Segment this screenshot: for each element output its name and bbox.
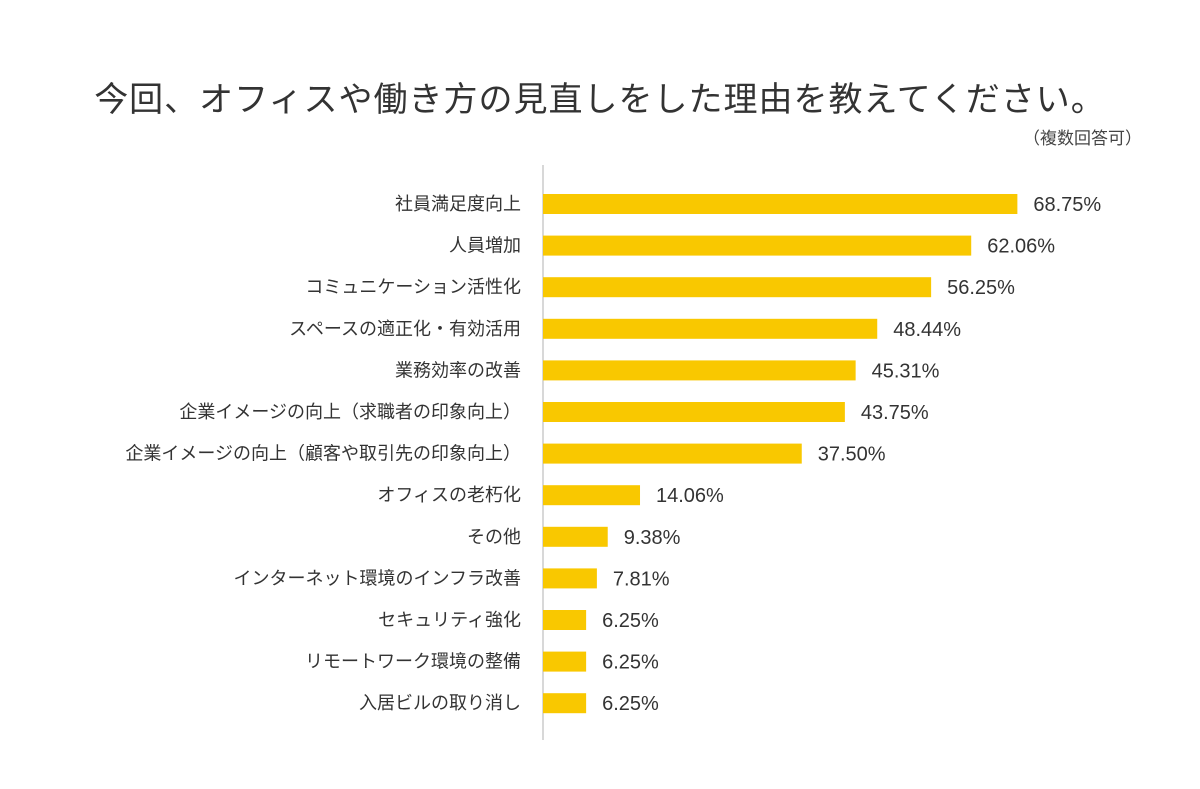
bar: [543, 402, 845, 422]
category-label: オフィスの老朽化: [377, 485, 521, 506]
bar: [543, 651, 587, 672]
category-label: スペースの適正化・有効活用: [289, 319, 521, 340]
value-label: 6.25%: [602, 652, 659, 674]
category-label: 入居ビルの取り消し: [359, 693, 521, 714]
value-label: 68.75%: [1033, 194, 1101, 216]
value-label: 62.06%: [987, 236, 1055, 258]
category-label: 人員増加: [449, 236, 521, 257]
chart-title: 今回、オフィスや働き方の見直しをした理由を教えてください。: [94, 80, 1106, 120]
category-label: インターネット環境のインフラ改善: [234, 568, 521, 589]
value-label: 6.25%: [602, 693, 659, 715]
bars-group: 社員満足度向上 68.75% 人員増加 62.06% コミュニケーション活性化 56.25…: [125, 194, 1101, 715]
category-label: コミュニケーション活性化: [305, 277, 521, 298]
category-label: 企業イメージの向上（求職者の印象向上）: [179, 402, 521, 423]
value-label: 43.75%: [861, 402, 929, 424]
bar: [543, 485, 641, 506]
bar: [543, 318, 878, 339]
category-label: リモートワーク環境の整備: [305, 652, 521, 673]
value-label: 9.38%: [624, 527, 681, 549]
category-label: セキュリティ強化: [378, 610, 521, 631]
bar: [543, 610, 587, 630]
bar: [543, 360, 856, 381]
bar: [543, 235, 972, 256]
category-label: 業務効率の改善: [395, 360, 521, 381]
chart-subtitle: （複数回答可）: [1023, 129, 1142, 149]
category-label: 社員満足度向上: [395, 194, 521, 215]
bar: [543, 194, 1018, 214]
value-label: 56.25%: [947, 277, 1015, 299]
category-label: その他: [467, 527, 521, 548]
value-label: 14.06%: [656, 485, 724, 507]
value-label: 48.44%: [893, 319, 961, 341]
value-label: 37.50%: [818, 444, 886, 466]
category-label: 企業イメージの向上（顧客や取引先の印象向上）: [125, 444, 521, 465]
bar: [543, 443, 802, 464]
value-label: 45.31%: [872, 360, 940, 382]
value-label: 7.81%: [613, 568, 670, 590]
bar: [543, 526, 608, 547]
bar: [543, 568, 597, 589]
bar: [543, 277, 932, 298]
value-label: 6.25%: [602, 610, 659, 632]
bar: [543, 693, 587, 714]
